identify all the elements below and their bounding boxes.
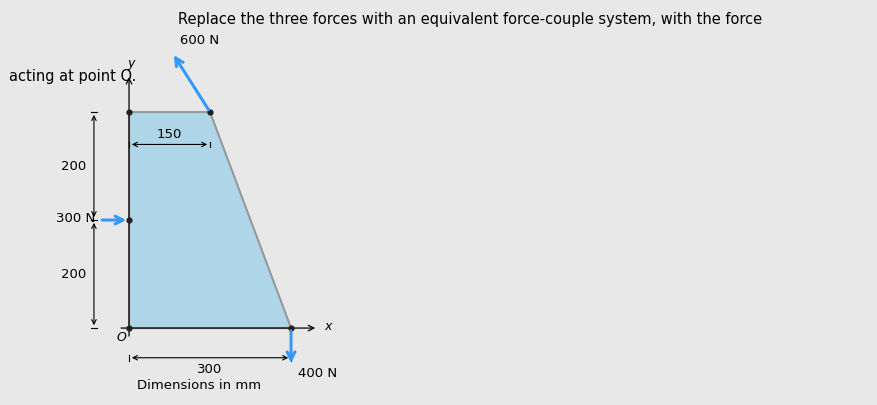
Text: 300: 300 (197, 363, 223, 376)
Text: 150: 150 (157, 128, 182, 141)
Text: 300 N: 300 N (56, 213, 95, 226)
Text: Replace the three forces with an equivalent force-couple system, with the force: Replace the three forces with an equival… (177, 12, 761, 27)
Text: 200: 200 (61, 160, 86, 173)
Polygon shape (129, 112, 290, 328)
Text: Dimensions in mm: Dimensions in mm (137, 379, 261, 392)
Text: y: y (127, 57, 135, 70)
Text: O: O (116, 331, 125, 344)
Text: 400 N: 400 N (297, 367, 336, 380)
Text: 200: 200 (61, 268, 86, 281)
Text: x: x (324, 320, 332, 333)
Text: acting at point O.: acting at point O. (9, 69, 136, 84)
Text: 600 N: 600 N (180, 34, 219, 47)
